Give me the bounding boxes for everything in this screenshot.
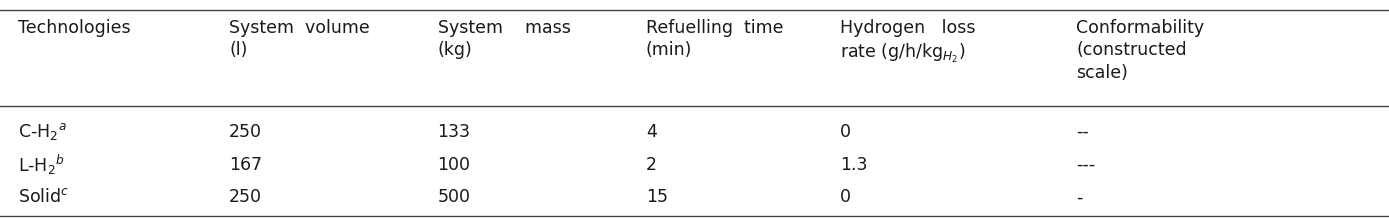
Text: Hydrogen   loss
rate (g/h/kg$_{H_2}$): Hydrogen loss rate (g/h/kg$_{H_2}$) <box>840 19 976 65</box>
Text: -: - <box>1076 188 1083 206</box>
Text: System    mass
(kg): System mass (kg) <box>438 19 571 60</box>
Text: ---: --- <box>1076 156 1096 174</box>
Text: 2: 2 <box>646 156 657 174</box>
Text: C-H$_2$$^a$: C-H$_2$$^a$ <box>18 121 67 142</box>
Text: 500: 500 <box>438 188 471 206</box>
Text: Solid$^c$: Solid$^c$ <box>18 188 69 206</box>
Text: 1.3: 1.3 <box>840 156 868 174</box>
Text: 0: 0 <box>840 123 851 141</box>
Text: Conformability
(constructed
scale): Conformability (constructed scale) <box>1076 19 1204 82</box>
Text: Technologies: Technologies <box>18 19 131 37</box>
Text: Refuelling  time
(min): Refuelling time (min) <box>646 19 783 60</box>
Text: 133: 133 <box>438 123 471 141</box>
Text: --: -- <box>1076 123 1089 141</box>
Text: 4: 4 <box>646 123 657 141</box>
Text: 0: 0 <box>840 188 851 206</box>
Text: 250: 250 <box>229 188 263 206</box>
Text: System  volume
(l): System volume (l) <box>229 19 369 60</box>
Text: L-H$_2$$^b$: L-H$_2$$^b$ <box>18 152 65 177</box>
Text: 100: 100 <box>438 156 471 174</box>
Text: 15: 15 <box>646 188 668 206</box>
Text: 167: 167 <box>229 156 263 174</box>
Text: 250: 250 <box>229 123 263 141</box>
